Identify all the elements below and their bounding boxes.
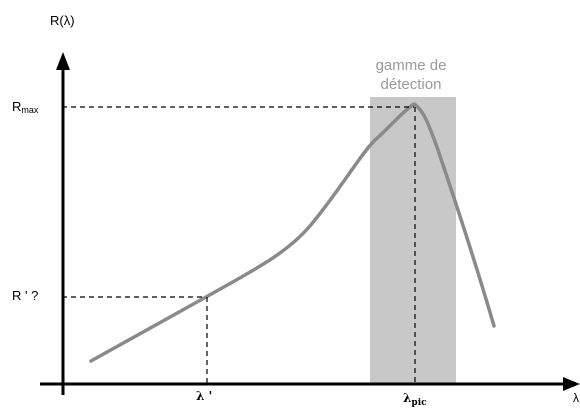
lambda-pic-base: λ (403, 391, 412, 405)
band-title-line2: détection (380, 76, 442, 93)
r-max-subscript: max (21, 105, 39, 115)
r-max-label: Rmax (12, 99, 38, 115)
r-max-base: R (12, 99, 22, 114)
band-title-line1: gamme de (375, 57, 447, 74)
detection-band (370, 97, 456, 383)
r-prime-label: R ' ? (12, 288, 39, 303)
lambda-pic-subscript: pic (411, 398, 427, 408)
y-axis-label: R(λ) (50, 13, 75, 28)
response-curve (89, 102, 496, 363)
lambda-prime-label: λ ' (196, 389, 213, 403)
detection-band-title: gamme de détection (356, 56, 466, 94)
x-axis-arrowhead (563, 377, 580, 391)
lambda-pic-label: λpic (403, 391, 427, 408)
y-axis-arrowhead (56, 52, 70, 70)
x-axis-label: λ (573, 391, 579, 405)
